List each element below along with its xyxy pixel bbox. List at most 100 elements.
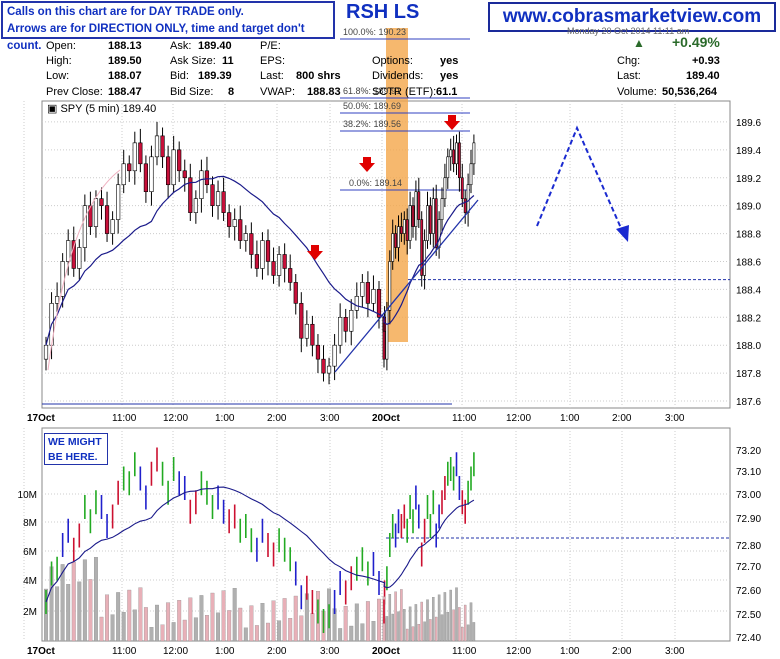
disclaimer-line-2: Arrows are for DIRECTION ONLY, time and … xyxy=(7,23,305,52)
x-tick-label: 1:00 xyxy=(215,413,235,424)
x-tick-label-lower: 1:00 xyxy=(215,646,235,657)
candle-body xyxy=(276,254,282,276)
y-tick-label: 189.2 xyxy=(736,174,761,185)
y-tick-label: 188.4 xyxy=(736,285,761,296)
x-tick-label-lower: 12:00 xyxy=(506,646,531,657)
volume-bar xyxy=(310,613,315,642)
candle-body xyxy=(160,135,165,158)
volume-bar xyxy=(94,557,98,642)
volume-bar xyxy=(60,564,65,642)
dividends-label: Dividends: xyxy=(372,70,424,82)
volume-bar xyxy=(449,589,452,642)
volume-bar xyxy=(354,603,359,642)
candle-body xyxy=(177,149,182,172)
moving-average-line xyxy=(45,175,475,346)
low-value: 188.07 xyxy=(108,70,142,82)
candle-body xyxy=(138,142,143,165)
x-tick-label-lower: 1:00 xyxy=(560,646,580,657)
last2-label: Last: xyxy=(617,70,641,82)
bidsize-label: Bid Size: xyxy=(170,86,214,98)
asksize-label: Ask Size: xyxy=(170,55,216,67)
y-tick-label: 187.8 xyxy=(736,369,761,380)
pe-label: P/E: xyxy=(260,40,281,52)
volume-bar xyxy=(440,614,444,642)
x-tick-label: 11:00 xyxy=(112,413,137,424)
candle-body xyxy=(254,254,260,269)
volume-bar xyxy=(149,627,154,642)
candle-body xyxy=(388,261,392,311)
candle-body xyxy=(132,142,137,172)
right-tick-label: 72.60 xyxy=(736,586,761,597)
candle-body xyxy=(382,330,386,360)
fib-level-label: 38.2%: 189.56 xyxy=(343,119,401,129)
up-triangle-icon: ▲ xyxy=(633,36,645,50)
site-url[interactable]: www.cobrasmarketview.com xyxy=(488,2,776,32)
volume-bar xyxy=(446,612,450,642)
volume-bar xyxy=(55,586,60,642)
x-tick-label: 11:00 xyxy=(452,413,477,424)
x-tick-label-lower: 2:00 xyxy=(267,646,287,657)
prevclose-label: Prev Close: xyxy=(46,86,103,98)
volume-bar xyxy=(423,621,426,642)
volume-bar xyxy=(199,595,204,642)
candle-body xyxy=(349,310,354,332)
y-tick-label: 189.6 xyxy=(736,118,761,129)
candle-body xyxy=(227,212,232,227)
y-tick-label: 188.2 xyxy=(736,313,761,324)
x-tick-label-lower: 11:00 xyxy=(112,646,137,657)
y-tick-label: 189.4 xyxy=(736,146,761,157)
sctr-value: 61.1 xyxy=(436,86,458,98)
low-label: Low: xyxy=(46,70,70,82)
volume-bar xyxy=(455,587,458,642)
right-tick-label: 73.20 xyxy=(736,446,761,457)
volume-bar xyxy=(188,597,193,642)
candle-body xyxy=(455,142,458,165)
y-tick-label: 189.0 xyxy=(736,202,761,213)
right-tick-label: 72.80 xyxy=(736,541,761,552)
candle-body xyxy=(321,358,326,374)
volume-bar xyxy=(420,601,423,642)
last-label: Last: xyxy=(260,70,284,82)
candle-body xyxy=(104,205,110,234)
volume-bar xyxy=(155,604,159,642)
candle-body xyxy=(143,163,149,193)
x-tick-label-lower: 17Oct xyxy=(27,646,55,657)
ticker-symbol: RSH LS xyxy=(346,1,420,23)
dividends-value: yes xyxy=(440,70,459,82)
volume-bar xyxy=(461,627,464,642)
candle-body xyxy=(457,142,461,179)
candle-body xyxy=(71,240,76,269)
volume-bar xyxy=(377,598,381,642)
candle-body xyxy=(171,149,176,186)
candle-body xyxy=(452,149,456,165)
trend-line xyxy=(334,199,479,373)
disclaimer-line-1: Calls on this chart are for DAY TRADE on… xyxy=(7,6,244,18)
vwap-label: VWAP: xyxy=(260,86,296,98)
candle-body xyxy=(469,163,473,186)
right-tick-label: 72.50 xyxy=(736,610,761,621)
volume-bar xyxy=(397,611,400,642)
candle-body xyxy=(93,198,99,227)
sub-note: WE MIGHT BE HERE. xyxy=(44,433,108,465)
volume-bar xyxy=(266,622,270,642)
volume-bar xyxy=(216,612,220,642)
volume-tick-label: 10M xyxy=(18,490,37,501)
volume-bar xyxy=(77,581,82,642)
candle-body xyxy=(428,205,432,234)
candle-body xyxy=(437,219,441,248)
candle-body xyxy=(127,163,132,172)
volume-bar xyxy=(132,609,137,642)
sub-note-line-1: WE MIGHT xyxy=(48,436,102,448)
volume-bar xyxy=(66,584,71,642)
volume-bar xyxy=(299,615,304,642)
volume-bar xyxy=(411,626,415,642)
bid-label: Bid: xyxy=(170,70,189,82)
candle-body xyxy=(408,205,412,241)
candle-body xyxy=(54,296,60,304)
volume-bar xyxy=(177,600,182,642)
volume-bar xyxy=(417,624,421,642)
open-label: Open: xyxy=(46,40,76,52)
projection-arrowhead-icon xyxy=(616,225,629,242)
